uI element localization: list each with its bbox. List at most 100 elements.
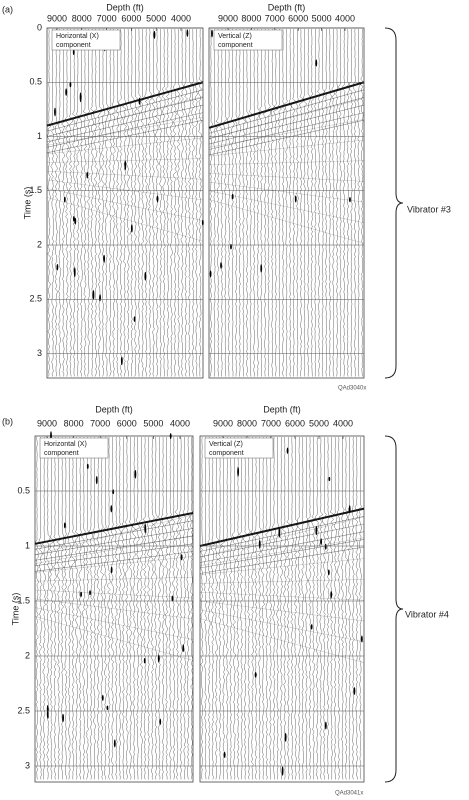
event [199, 507, 365, 547]
trace [88, 436, 94, 780]
amplitude-spot [327, 569, 330, 576]
trace [49, 436, 54, 780]
trace [121, 437, 126, 780]
time-tick-label: 3 [37, 348, 42, 358]
component-label: component [209, 450, 244, 457]
amplitude-spot [110, 566, 113, 574]
trace [155, 28, 160, 377]
depth-tick-label: 9000 [47, 13, 67, 23]
trace [42, 436, 47, 780]
trace [197, 28, 203, 377]
trace [311, 436, 316, 780]
event [208, 89, 365, 134]
amplitude-spot [360, 635, 363, 643]
trace [215, 29, 221, 377]
trace [93, 436, 97, 780]
trace [288, 28, 292, 377]
trace [223, 28, 228, 377]
trace [293, 437, 299, 780]
trace [267, 28, 272, 377]
trace [129, 28, 135, 377]
trace [63, 436, 68, 780]
trace [300, 436, 305, 780]
trace [318, 437, 324, 780]
trace [115, 28, 120, 377]
event [34, 512, 194, 545]
trace [246, 436, 251, 780]
trace [268, 436, 273, 780]
event [208, 181, 365, 203]
trace [160, 436, 165, 780]
amplitude-spot [324, 721, 327, 730]
trace [146, 436, 151, 780]
event [208, 199, 365, 244]
axis-title: Depth (ft) [268, 2, 306, 12]
trace [57, 28, 62, 377]
depth-tick-label: 9000 [218, 13, 238, 23]
panel-label: (b) [2, 416, 13, 426]
time-tick-label: 1.5 [17, 595, 30, 605]
trace [256, 436, 262, 780]
trace [46, 28, 52, 377]
trace [299, 28, 304, 377]
amplitude-spot [260, 264, 263, 273]
amplitude-spot [79, 92, 82, 103]
trace [219, 29, 223, 377]
amplitude-spot [124, 160, 127, 171]
event [46, 137, 204, 155]
axis-title: Time (s) [22, 187, 32, 220]
trace [275, 436, 280, 780]
amplitude-spot [258, 539, 261, 549]
trace [314, 28, 318, 377]
depth-tick-label: 5000 [309, 418, 329, 428]
trace [238, 437, 244, 780]
time-tick-label: 3 [25, 760, 30, 770]
trace [138, 436, 144, 780]
trace [140, 28, 146, 377]
trace [64, 28, 70, 377]
trace [104, 29, 109, 377]
trace [60, 436, 65, 780]
trace [323, 28, 328, 377]
amplitude-spot [120, 356, 123, 366]
depth-tick-label: 5000 [143, 418, 163, 428]
amplitude-spot [324, 543, 327, 550]
depth-tick-label: 5000 [312, 13, 332, 23]
trace [52, 436, 58, 780]
trace [97, 28, 103, 377]
event [199, 516, 365, 558]
trace [336, 436, 341, 780]
event [46, 197, 204, 242]
trace [191, 28, 195, 377]
trace [342, 28, 346, 377]
amplitude-spot [169, 433, 172, 439]
amplitude-spot [92, 290, 95, 300]
event [34, 577, 194, 582]
event [34, 528, 194, 556]
trace [199, 436, 204, 780]
trace [207, 436, 211, 780]
amplitude-spot [349, 197, 351, 203]
event [34, 535, 194, 564]
event [46, 158, 204, 163]
event [34, 520, 194, 550]
panel-label: (a) [2, 4, 13, 14]
amplitude-spot [286, 447, 289, 454]
time-tick-label: 0.5 [29, 77, 42, 87]
amplitude-spot [54, 107, 56, 117]
event [199, 600, 365, 622]
amplitude-spot [143, 658, 146, 664]
trace [96, 436, 100, 780]
amplitude-spot [86, 171, 89, 179]
trace [250, 436, 255, 780]
trace [75, 28, 80, 377]
event [208, 139, 365, 157]
trace [321, 28, 325, 377]
trace [176, 29, 181, 377]
trace [235, 28, 239, 377]
trace [283, 28, 288, 377]
amplitude-spot [134, 469, 137, 479]
figure-code: QAd3041x [335, 791, 363, 797]
